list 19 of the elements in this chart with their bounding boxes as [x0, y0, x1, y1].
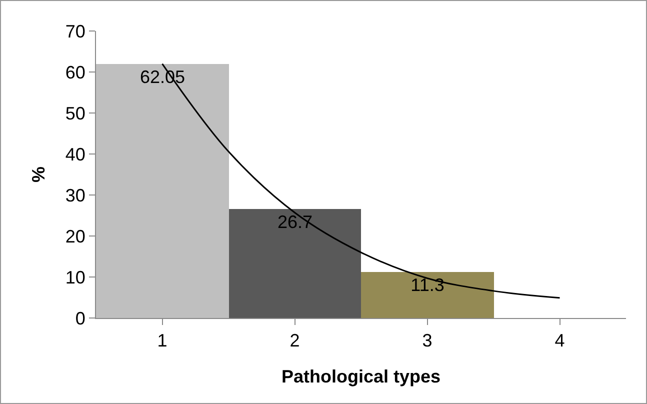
bar: [96, 64, 229, 318]
y-tick-label: 40: [65, 144, 86, 164]
y-tick-label: 20: [65, 226, 86, 246]
y-tick-label: 70: [65, 21, 86, 42]
data-label: 11.3: [410, 275, 444, 295]
y-axis-title: %: [28, 166, 49, 183]
x-tick-label: 1: [157, 330, 168, 351]
y-tick-label: 30: [65, 185, 86, 206]
y-tick-label: 50: [65, 103, 86, 124]
x-axis-title: Pathological types: [281, 366, 441, 387]
x-tick-label: 4: [554, 330, 565, 351]
bar: [361, 272, 494, 318]
data-label: 26.7: [277, 212, 313, 232]
x-tick-label: 2: [290, 330, 300, 351]
y-tick-label: 0: [75, 308, 86, 328]
x-tick-label: 3: [422, 330, 432, 351]
y-tick-label: 10: [65, 267, 86, 288]
y-tick-label: 60: [65, 62, 86, 82]
bar: [229, 209, 361, 318]
